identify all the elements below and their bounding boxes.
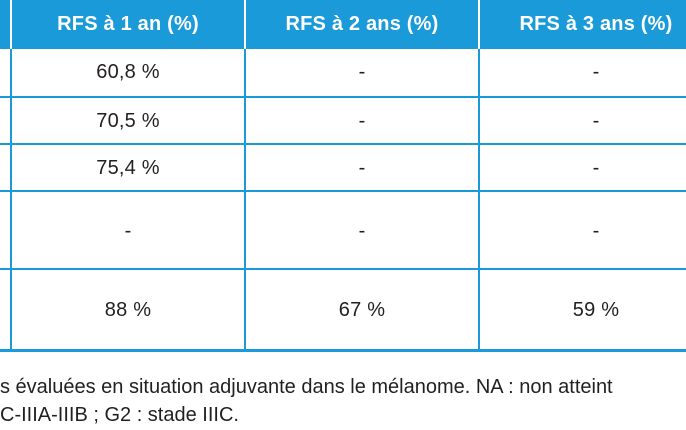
table-cell: - — [592, 219, 600, 242]
table-cell: 70,5 % — [96, 110, 160, 132]
row-divider — [0, 143, 686, 145]
table-cell: 88 % — [104, 298, 152, 321]
column-divider — [478, 49, 480, 351]
table-row: 60,8 % - - — [0, 49, 686, 96]
table-cell: 59 % — [572, 298, 620, 321]
table-row: 75,4 % - - — [0, 145, 686, 192]
table-cell: 75,4 % — [96, 157, 160, 179]
table-caption-line-1: s évaluées en situation adjuvante dans l… — [0, 376, 613, 398]
table-cell: - — [124, 219, 132, 242]
row-divider — [0, 190, 686, 192]
header-rfs-3-years: RFS à 3 ans (%) — [519, 13, 673, 35]
table-caption-line-2: C-IIIA-IIIB ; G2 : stade IIIC. — [0, 404, 239, 426]
table-cell: - — [358, 157, 366, 179]
header-divider — [244, 0, 246, 49]
table-cell: - — [358, 110, 366, 132]
table-cell: - — [592, 110, 600, 132]
table-bottom-border — [0, 349, 686, 352]
column-divider — [10, 49, 12, 351]
header-divider — [10, 0, 12, 49]
header-rfs-2-years: RFS à 2 ans (%) — [285, 13, 439, 35]
header-rfs-1-year: RFS à 1 an (%) — [57, 13, 199, 35]
table-row: 70,5 % - - — [0, 98, 686, 145]
table-cell: - — [592, 61, 600, 83]
row-divider — [0, 96, 686, 98]
header-divider — [478, 0, 480, 49]
table-cell: 60,8 % — [96, 61, 160, 83]
column-divider — [244, 49, 246, 351]
table-cell: 67 % — [338, 298, 386, 321]
row-divider — [0, 268, 686, 270]
table-cell: - — [358, 219, 366, 242]
table-cell: - — [592, 157, 600, 179]
table-row: 88 % 67 % 59 % — [0, 270, 686, 350]
table-row: - - - — [0, 192, 686, 270]
table-cell: - — [358, 61, 366, 83]
table-header-row: RFS à 1 an (%) RFS à 2 ans (%) RFS à 3 a… — [0, 0, 686, 49]
